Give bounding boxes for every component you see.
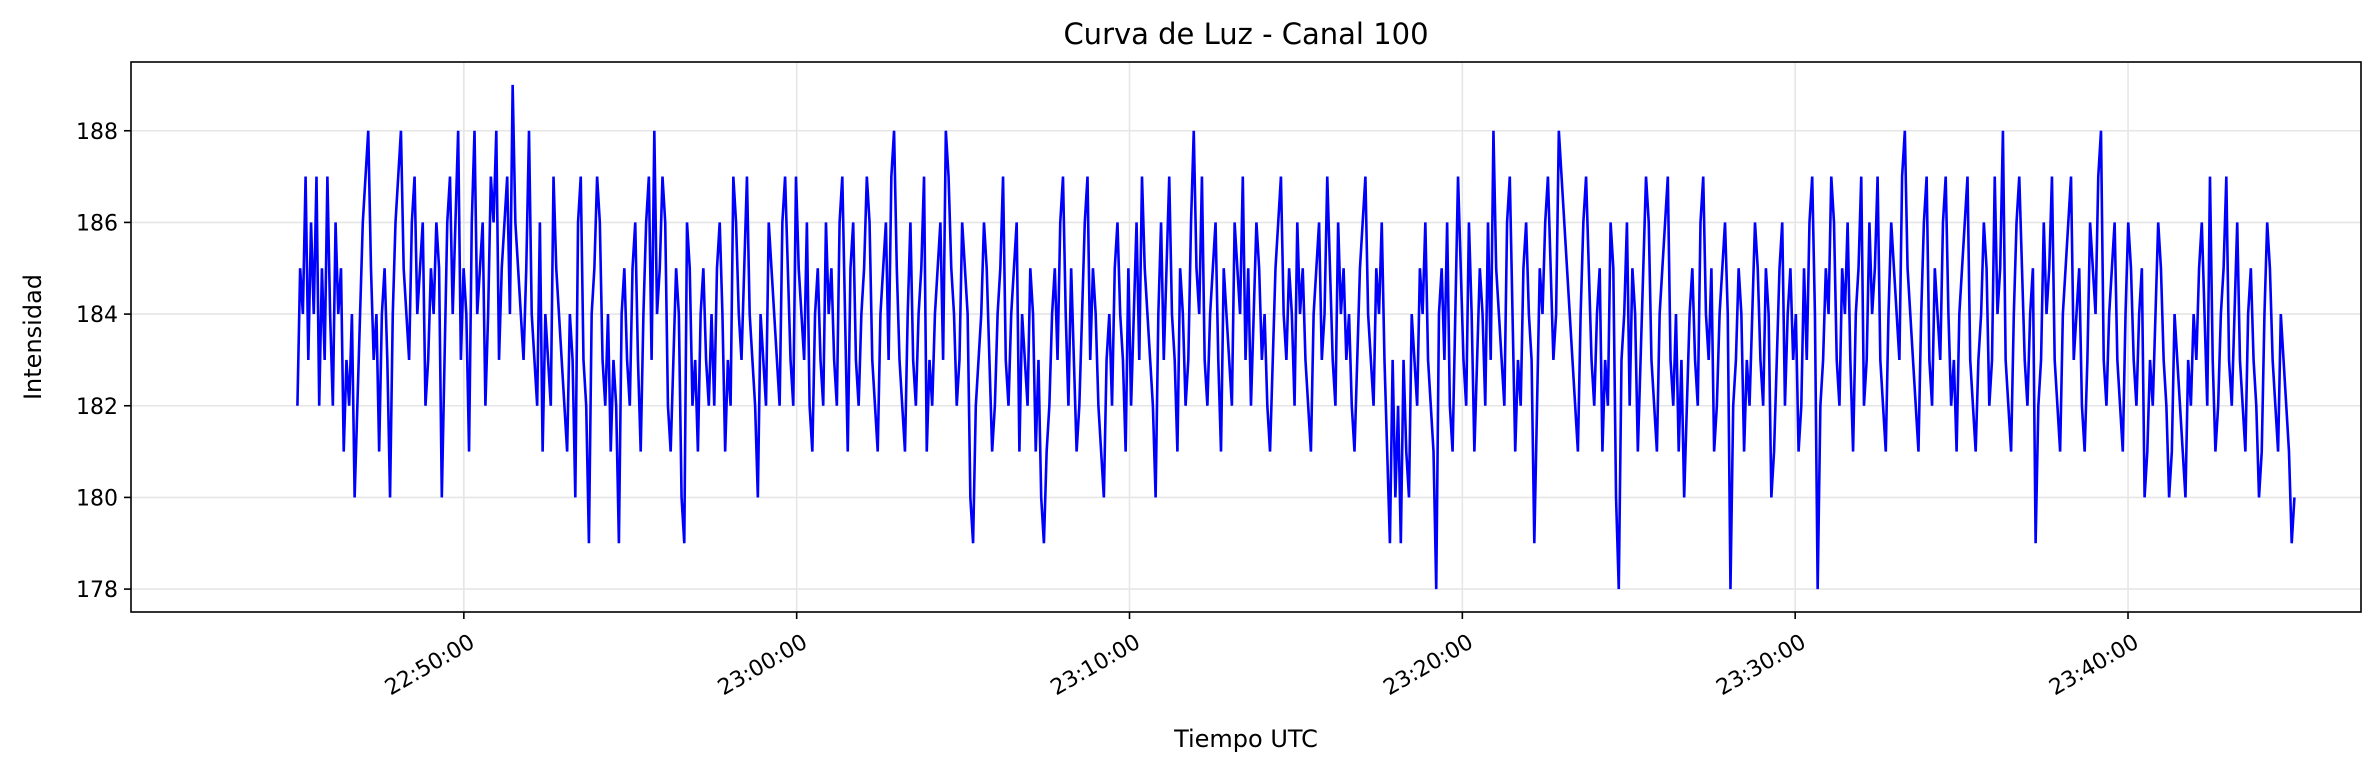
series-line (296, 84, 2296, 590)
x-axis-label: Tiempo UTC (1173, 725, 1318, 753)
series-layer (296, 84, 2296, 590)
plot-frame (130, 61, 2362, 613)
chart-title: Curva de Luz - Canal 100 (1063, 17, 1428, 51)
y-tick-label: 188 (76, 120, 118, 145)
y-axis-label: Intensidad (19, 274, 47, 400)
y-axis: 178 180 182 184 186 188 (76, 120, 131, 603)
y-tick-label: 178 (76, 578, 118, 603)
y-tick-label: 182 (76, 395, 118, 420)
y-tick-label: 186 (76, 211, 118, 236)
y-tick-label: 184 (76, 303, 118, 328)
y-tick-label: 180 (76, 486, 118, 511)
